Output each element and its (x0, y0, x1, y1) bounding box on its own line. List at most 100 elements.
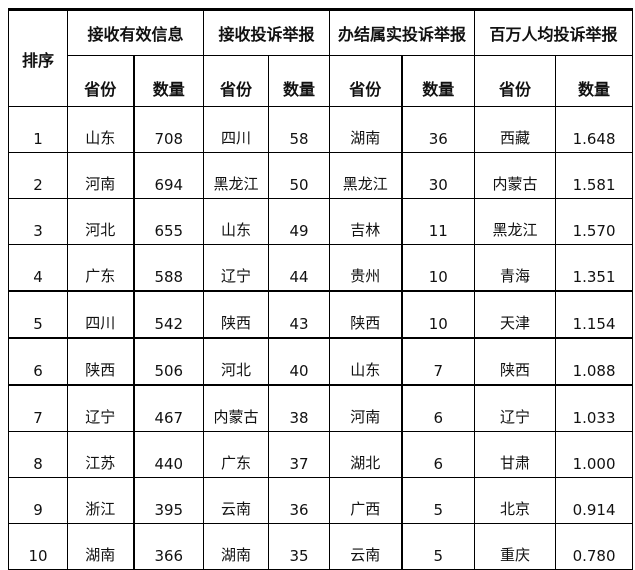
rank-cell: 1 (8, 106, 68, 153)
province-cell: 西藏 (474, 106, 557, 153)
count-cell: 366 (132, 523, 205, 570)
province-cell: 云南 (203, 477, 270, 524)
province-cell: 河南 (67, 152, 134, 199)
province-cell: 河北 (203, 337, 270, 386)
province-cell: 湖南 (329, 106, 403, 153)
rank-cell: 7 (8, 384, 68, 432)
province-cell: 四川 (67, 290, 134, 339)
rank-cell: 4 (8, 244, 68, 292)
province-cell: 吉林 (329, 198, 403, 245)
count-cell: 30 (400, 152, 476, 199)
province-cell: 重庆 (474, 523, 557, 570)
province-cell: 天津 (474, 290, 557, 339)
province-cell: 浙江 (67, 477, 134, 524)
count-cell: 0.780 (555, 523, 634, 570)
ranking-table: 排序 接收有效信息 接收投诉举报 办结属实投诉举报 百万人均投诉举报 省份 数量省… (8, 8, 634, 570)
province-cell: 黑龙江 (329, 152, 403, 199)
rank-header: 排序 (8, 9, 68, 107)
table-row: 5 四川 542 陕西 43 陕西 10 天津 1.154 (8, 290, 634, 339)
count-cell: 43 (268, 290, 331, 339)
table-row: 6 陕西 506 河北 40 山东 7 陕西 1.088 (8, 337, 634, 386)
province-header: 省份 (67, 55, 134, 107)
province-cell: 四川 (203, 106, 270, 153)
count-cell: 1.581 (555, 152, 634, 199)
province-cell: 黑龙江 (474, 198, 557, 245)
count-cell: 588 (132, 244, 205, 292)
count-cell: 708 (132, 106, 205, 153)
rank-cell: 9 (8, 477, 68, 524)
count-cell: 6 (400, 431, 476, 478)
table-row: 10 湖南 366 湖南 35 云南 5 重庆 0.780 (8, 523, 634, 570)
province-cell: 黑龙江 (203, 152, 270, 199)
count-cell: 1.648 (555, 106, 634, 153)
count-cell: 7 (400, 337, 476, 386)
count-cell: 35 (268, 523, 331, 570)
province-cell: 山东 (67, 106, 134, 153)
province-cell: 陕西 (67, 337, 134, 386)
table-row: 4 广东 588 辽宁 44 贵州 10 青海 1.351 (8, 244, 634, 292)
count-header: 数量 (132, 55, 205, 107)
province-cell: 广东 (203, 431, 270, 478)
table-row: 1 山东 708 四川 58 湖南 36 西藏 1.648 (8, 106, 634, 153)
count-cell: 395 (132, 477, 205, 524)
count-header: 数量 (268, 55, 331, 107)
group-header-received-info: 接收有效信息 (66, 9, 205, 56)
province-cell: 内蒙古 (203, 384, 270, 432)
province-cell: 北京 (474, 477, 557, 524)
rank-cell: 10 (8, 523, 68, 570)
table-row: 9 浙江 395 云南 36 广西 5 北京 0.914 (8, 477, 634, 524)
count-cell: 1.154 (555, 290, 634, 339)
rank-cell: 6 (8, 337, 68, 386)
province-cell: 河北 (67, 198, 134, 245)
province-cell: 山东 (329, 337, 403, 386)
province-header: 省份 (203, 55, 270, 107)
province-cell: 内蒙古 (474, 152, 557, 199)
province-cell: 山东 (203, 198, 270, 245)
count-cell: 440 (132, 431, 205, 478)
count-cell: 38 (268, 384, 331, 432)
province-cell: 辽宁 (203, 244, 270, 292)
count-header: 数量 (555, 55, 634, 107)
count-cell: 11 (400, 198, 476, 245)
province-cell: 贵州 (329, 244, 403, 292)
count-cell: 10 (400, 290, 476, 339)
table-row: 3 河北 655 山东 49 吉林 11 黑龙江 1.570 (8, 198, 634, 245)
province-cell: 陕西 (329, 290, 403, 339)
province-cell: 陕西 (474, 337, 557, 386)
count-cell: 0.914 (555, 477, 634, 524)
count-cell: 542 (132, 290, 205, 339)
province-cell: 陕西 (203, 290, 270, 339)
count-cell: 49 (268, 198, 331, 245)
count-cell: 58 (268, 106, 331, 153)
count-cell: 44 (268, 244, 331, 292)
table-row: 2 河南 694 黑龙江 50 黑龙江 30 内蒙古 1.581 (8, 152, 634, 199)
province-cell: 辽宁 (474, 384, 557, 432)
group-header-verified-complaints: 办结属实投诉举报 (329, 9, 476, 56)
rank-cell: 3 (8, 198, 68, 245)
count-header: 数量 (400, 55, 476, 107)
province-cell: 青海 (474, 244, 557, 292)
table-row: 7 辽宁 467 内蒙古 38 河南 6 辽宁 1.033 (8, 384, 634, 432)
count-cell: 5 (400, 523, 476, 570)
count-cell: 1.570 (555, 198, 634, 245)
province-cell: 甘肃 (474, 431, 557, 478)
count-cell: 655 (132, 198, 205, 245)
group-header-received-complaints: 接收投诉举报 (203, 9, 331, 56)
province-cell: 湖北 (329, 431, 403, 478)
count-cell: 506 (132, 337, 205, 386)
count-cell: 36 (268, 477, 331, 524)
count-cell: 10 (400, 244, 476, 292)
province-cell: 广东 (67, 244, 134, 292)
rank-cell: 8 (8, 431, 68, 478)
count-cell: 1.351 (555, 244, 634, 292)
count-cell: 40 (268, 337, 331, 386)
count-cell: 1.000 (555, 431, 634, 478)
count-cell: 6 (400, 384, 476, 432)
group-header-per-million: 百万人均投诉举报 (474, 9, 634, 56)
province-cell: 江苏 (67, 431, 134, 478)
count-cell: 467 (132, 384, 205, 432)
province-cell: 湖南 (67, 523, 134, 570)
count-cell: 1.033 (555, 384, 634, 432)
table-row: 8 江苏 440 广东 37 湖北 6 甘肃 1.000 (8, 431, 634, 478)
province-header: 省份 (474, 55, 557, 107)
